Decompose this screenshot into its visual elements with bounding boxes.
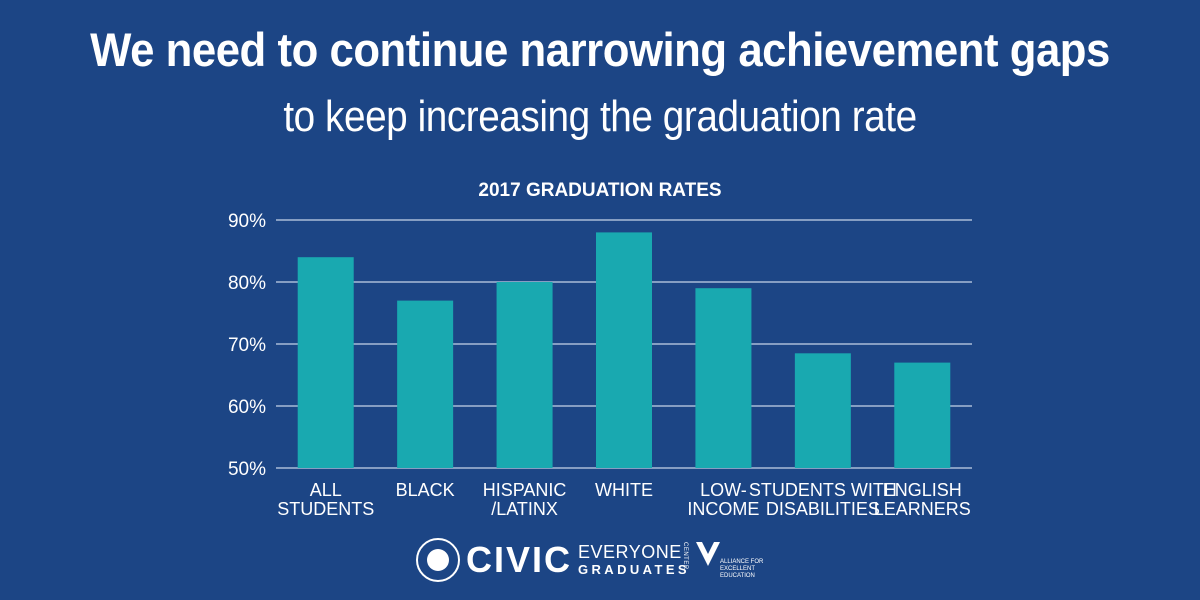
y-tick-label: 70% (228, 335, 266, 356)
x-tick-label: BLACK (396, 480, 455, 500)
footer-logos: CIVIC EVERYONE GRADUATES CENTER ALLIANCE… (0, 536, 1200, 586)
x-tick-label-line: WHITE (595, 480, 653, 500)
everyone-graduates-logo-top: EVERYONE (578, 542, 682, 562)
x-tick-label-line: LEARNERS (874, 499, 971, 519)
bar (397, 300, 454, 468)
alliance-logo-text: ALLIANCE FOR EXCELLENT EDUCATION (720, 559, 764, 579)
bar (297, 257, 354, 468)
headline: We need to continue narrowing achievemen… (90, 23, 1110, 76)
bar (894, 362, 951, 468)
x-tick-label-line: ENGLISH (883, 480, 962, 500)
chart-title: 2017 GRADUATION RATES (478, 180, 721, 201)
x-tick-label-line: ALL (310, 480, 342, 500)
bar (695, 288, 752, 468)
x-tick-label: ALL STUDENTS (277, 480, 374, 519)
bar (496, 282, 553, 468)
x-tick-label-line: BLACK (396, 480, 455, 500)
bar (794, 353, 851, 468)
x-tick-label-line: DISABILITIES (766, 499, 880, 519)
x-tick-label-line: LOW- (700, 480, 747, 500)
x-tick-label-line: /LATINX (491, 499, 558, 519)
x-tick-label-line: STUDENTS (277, 499, 374, 519)
americas-promise-seal-icon (416, 538, 460, 582)
everyone-graduates-center-label: CENTER (682, 542, 688, 570)
civic-logo: CIVIC (466, 539, 573, 580)
x-tick-label-line: HISPANIC (483, 480, 567, 500)
subheadline: to keep increasing the graduation rate (283, 92, 917, 141)
x-tick-label: ENGLISH LEARNERS (874, 480, 971, 519)
everyone-graduates-logo-bottom: GRADUATES (578, 562, 690, 577)
x-tick-label: LOW-INCOME (687, 480, 759, 519)
y-tick-label: 80% (228, 273, 266, 294)
alliance-logo-icon (696, 542, 720, 566)
y-tick-label: 60% (228, 397, 266, 418)
y-tick-label: 90% (228, 211, 266, 232)
x-tick-label-line: STUDENTS WITH (749, 480, 897, 500)
x-tick-label-line: INCOME (687, 499, 759, 519)
y-tick-label: 50% (228, 459, 266, 480)
x-tick-label: STUDENTS WITH DISABILITIES (749, 480, 897, 519)
x-tick-label: HISPANIC/LATINX (483, 480, 567, 519)
x-tick-label: WHITE (595, 480, 653, 500)
bar (596, 232, 652, 468)
